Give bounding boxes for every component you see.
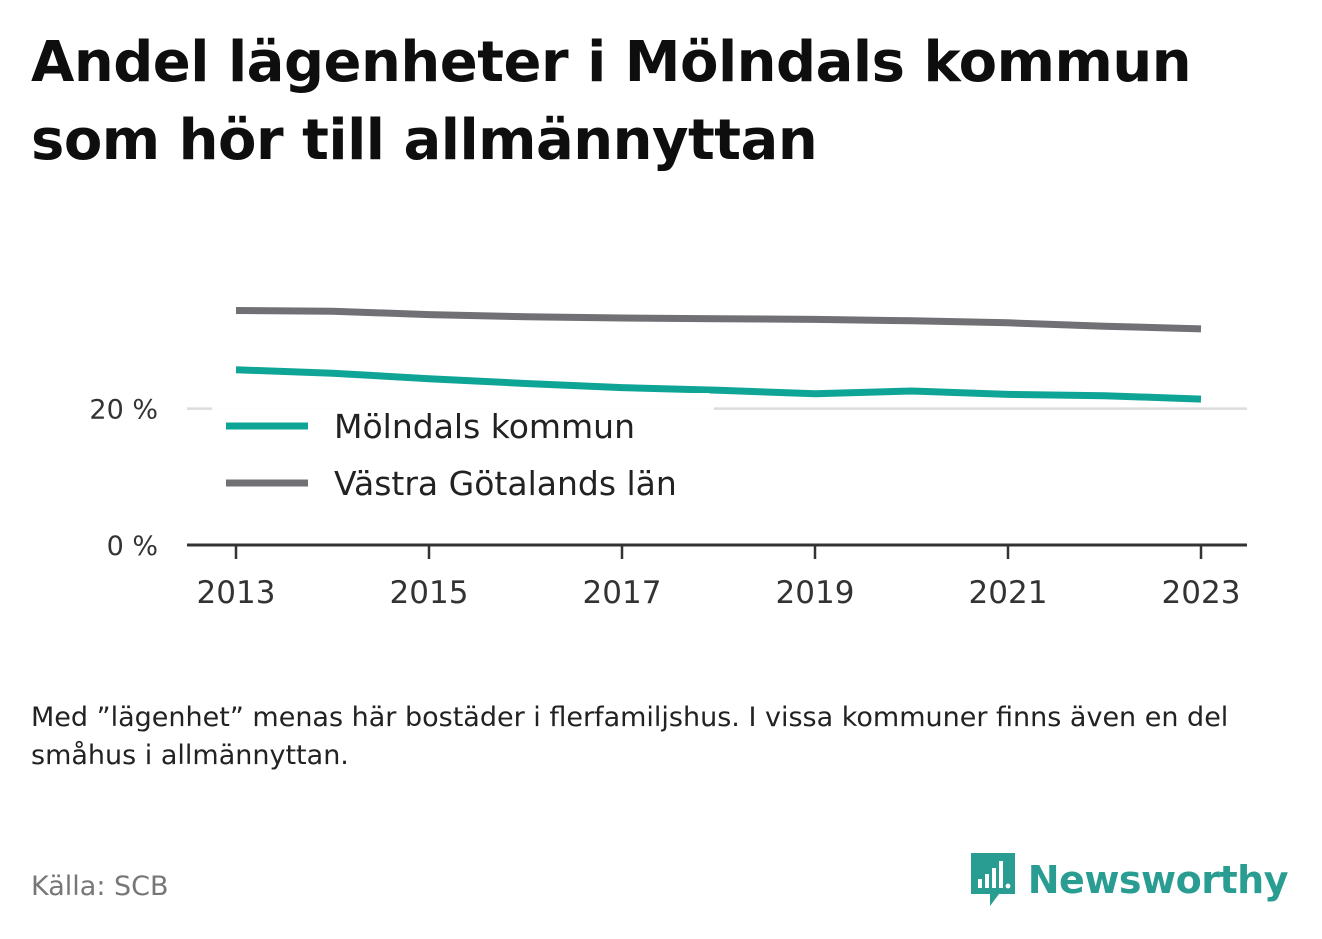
brand-logo[interactable]: Newsworthy [968,850,1289,910]
chart-title: Andel lägenheter i Mölndals kommun som h… [31,30,1192,173]
y-tick-label: 20 % [89,395,158,426]
axis-layer: 0 % 20 % 2013 2015 2017 2019 2021 2023 [89,395,1247,611]
x-tick-label: 2015 [390,575,469,611]
source-label: Källa: SCB [31,871,169,902]
legend: Mölndals kommun Västra Götalands län [212,393,714,513]
newsworthy-logo-icon [970,853,1015,906]
series-line [235,307,1202,333]
x-tick-label: 2019 [776,575,855,611]
x-tick-label: 2013 [197,575,276,611]
x-tick-label: 2021 [969,575,1048,611]
series-layer [235,307,1202,403]
line-chart: Mölndals kommun Västra Götalands län 0 % 2… [89,307,1247,611]
chart-note: Med ”lägenhet” menas här bostäder i fler… [31,702,1229,771]
brand-name: Newsworthy [1027,858,1289,902]
legend-label: Västra Götalands län [334,464,677,503]
legend-label: Mölndals kommun [334,407,635,446]
legend-box [212,393,714,513]
y-tick-label: 0 % [107,531,158,562]
x-tick-label: 2023 [1162,575,1241,611]
x-tick-label: 2017 [583,575,662,611]
